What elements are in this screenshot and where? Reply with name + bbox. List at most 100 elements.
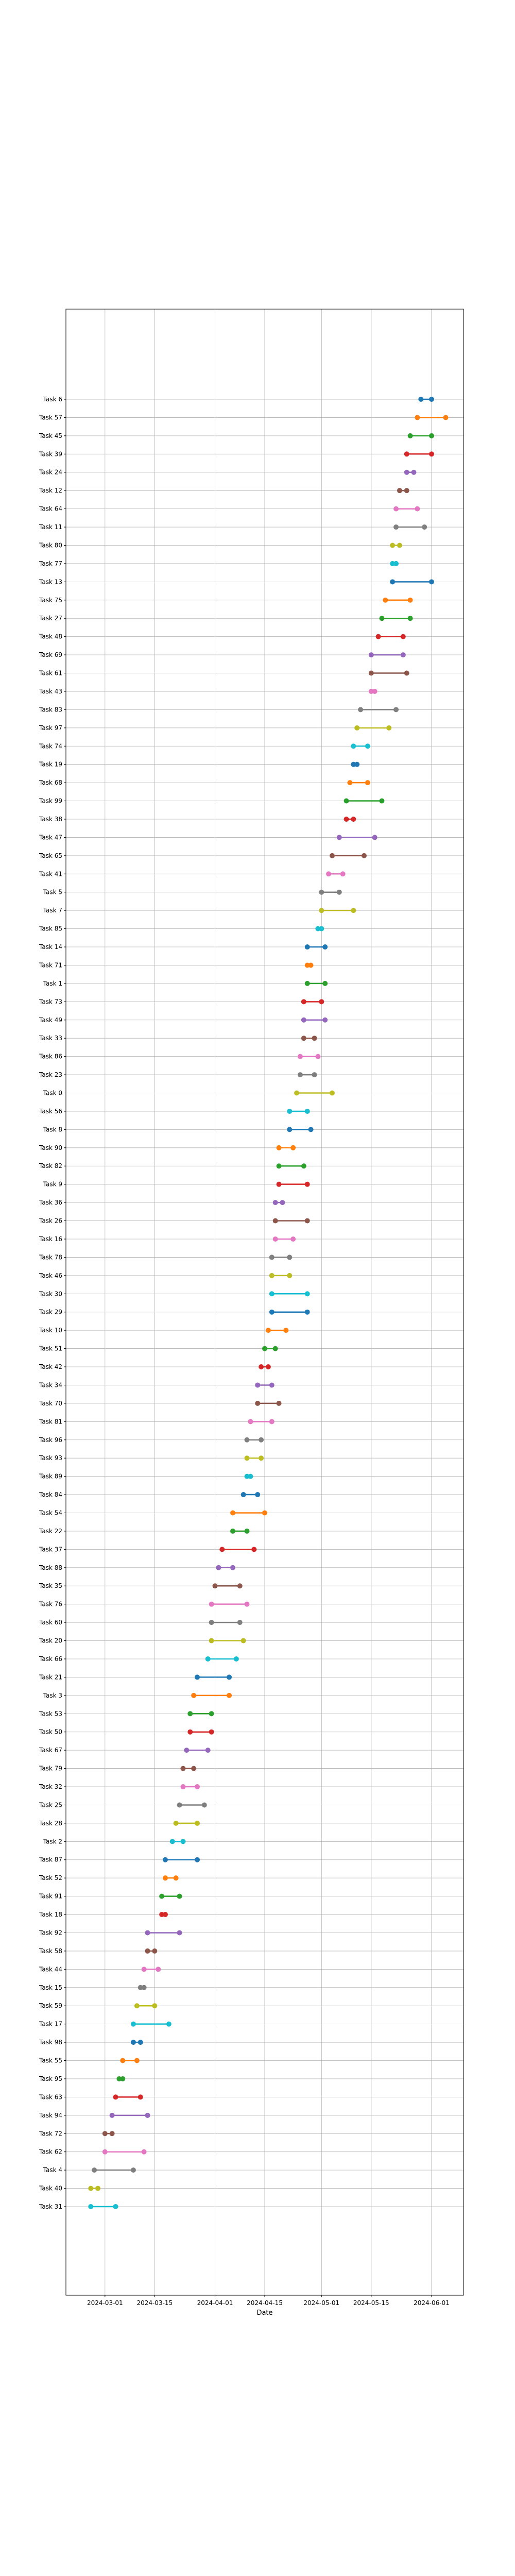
y-tick-label: Task 67 [39, 1747, 62, 1754]
y-tick-label: Task 79 [39, 1765, 62, 1772]
task-end-point [120, 2076, 126, 2081]
y-tick-label: Task 12 [39, 487, 62, 494]
y-tick-label: Task 3 [43, 1692, 62, 1699]
task-start-point [390, 543, 396, 548]
task-start-point [336, 835, 342, 840]
task-end-point [400, 652, 406, 658]
task-end-point [340, 871, 346, 877]
y-tick-label: Task 41 [39, 870, 62, 877]
task-start-point [368, 652, 374, 658]
y-tick-label: Task 10 [39, 1327, 62, 1334]
task-start-point [294, 1090, 300, 1096]
task-start-point [315, 926, 321, 931]
y-tick-label: Task 13 [39, 578, 62, 585]
task-start-point [319, 889, 324, 895]
task-end-point [443, 415, 449, 420]
y-tick-label: Task 58 [39, 1947, 62, 1955]
x-axis-title: Date [256, 2309, 272, 2317]
x-tick-label: 2024-04-01 [197, 2299, 233, 2307]
task-end-point [393, 707, 399, 713]
task-end-point [319, 999, 324, 1005]
task-end-point [152, 1948, 158, 1954]
task-start-point [418, 397, 424, 402]
task-end-point [322, 980, 328, 986]
y-tick-label: Task 88 [39, 1564, 62, 1571]
task-end-point [428, 579, 434, 585]
task-end-point [287, 1255, 293, 1260]
task-end-point [130, 2167, 136, 2173]
task-end-point [180, 1839, 186, 1844]
task-end-point [407, 616, 413, 621]
task-start-point [276, 1163, 282, 1169]
task-start-point [248, 1419, 253, 1425]
x-tick-label: 2024-03-01 [87, 2299, 123, 2307]
y-tick-label: Task 62 [39, 2148, 62, 2156]
task-start-point [269, 1273, 274, 1278]
task-start-point [287, 1127, 293, 1132]
task-start-point [255, 1382, 261, 1388]
y-tick-label: Task 8 [43, 1126, 62, 1133]
task-start-point [92, 2167, 97, 2173]
y-tick-label: Task 6 [43, 396, 62, 403]
task-start-point [230, 1528, 235, 1534]
task-end-point [372, 835, 377, 840]
task-end-point [272, 1346, 278, 1351]
task-end-point [336, 889, 342, 895]
task-start-point [163, 1875, 168, 1881]
task-end-point [95, 2185, 101, 2191]
task-start-point [88, 2185, 94, 2191]
task-end-point [428, 397, 434, 402]
task-start-point [216, 1565, 221, 1570]
y-tick-label: Task 21 [39, 1673, 62, 1681]
y-tick-label: Task 59 [39, 2002, 62, 2009]
y-tick-label: Task 52 [39, 1874, 62, 1882]
y-tick-label: Task 0 [43, 1090, 62, 1097]
task-start-point [301, 1036, 306, 1041]
task-end-point [205, 1748, 211, 1753]
task-end-point [134, 2058, 140, 2063]
task-start-point [177, 1802, 182, 1808]
task-start-point [326, 871, 332, 877]
y-tick-label: Task 84 [39, 1491, 62, 1498]
task-end-point [177, 1893, 182, 1899]
task-end-point [301, 1163, 306, 1169]
task-end-point [141, 1985, 147, 1990]
y-tick-label: Task 81 [39, 1418, 62, 1425]
task-start-point [120, 2058, 126, 2063]
task-end-point [283, 1328, 289, 1333]
y-tick-label: Task 60 [39, 1619, 62, 1626]
task-end-point [312, 1072, 317, 1078]
task-end-point [262, 1510, 267, 1516]
y-tick-label: Task 4 [43, 2166, 62, 2174]
task-end-point [209, 1711, 214, 1717]
y-tick-label: Task 86 [39, 1053, 62, 1060]
x-tick-label: 2024-04-15 [247, 2299, 283, 2307]
task-end-point [304, 1108, 310, 1114]
y-tick-label: Task 78 [39, 1253, 62, 1261]
task-start-point [390, 579, 396, 585]
task-start-point [109, 2112, 115, 2118]
task-end-point [290, 1145, 296, 1150]
task-end-point [422, 524, 427, 530]
task-start-point [407, 433, 413, 438]
y-tick-label: Task 31 [39, 2203, 62, 2210]
y-tick-label: Task 19 [39, 761, 62, 768]
task-start-point [130, 2021, 136, 2027]
task-start-point [276, 1145, 282, 1150]
y-tick-label: Task 26 [39, 1217, 62, 1225]
y-tick-label: Task 51 [39, 1345, 62, 1352]
y-tick-label: Task 9 [43, 1181, 62, 1188]
task-end-point [280, 1200, 285, 1206]
y-tick-label: Task 17 [39, 2021, 62, 2028]
task-end-point [379, 798, 385, 804]
y-tick-label: Task 99 [39, 798, 62, 805]
task-end-point [287, 1273, 293, 1278]
task-end-point [163, 1912, 168, 1918]
task-end-point [241, 1638, 246, 1643]
task-start-point [219, 1547, 225, 1552]
task-start-point [141, 1967, 147, 1972]
task-start-point [102, 2131, 108, 2137]
task-end-point [109, 2131, 115, 2137]
task-start-point [383, 597, 388, 603]
